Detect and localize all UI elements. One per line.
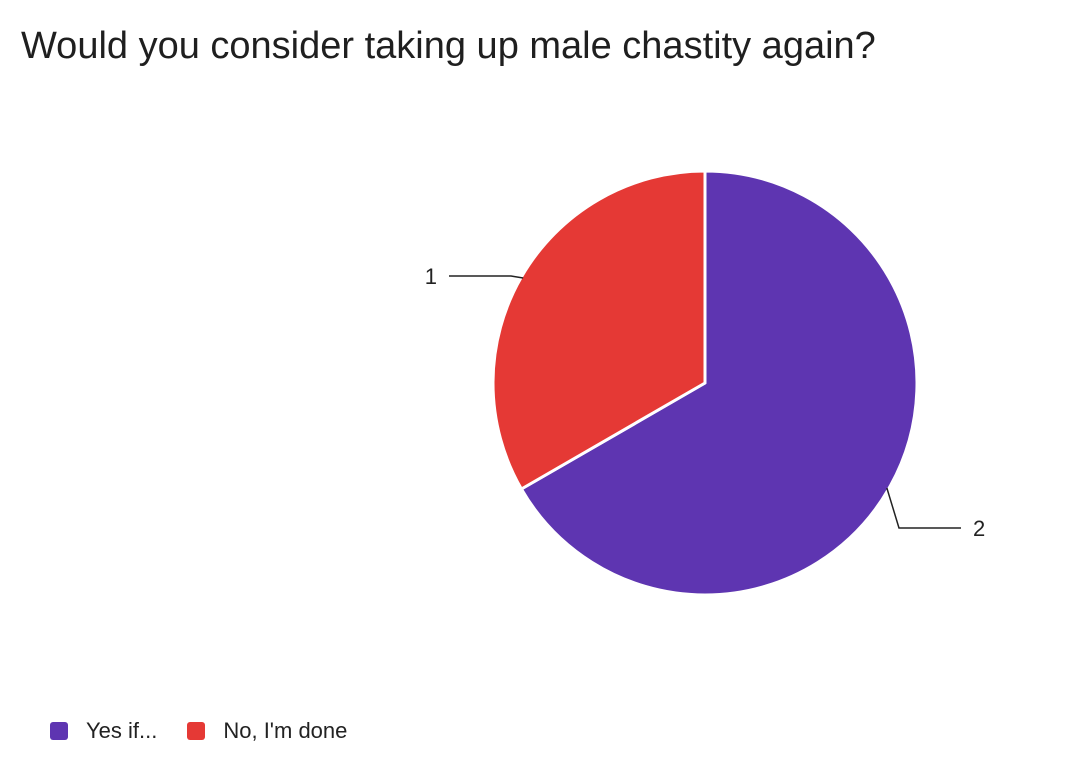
pie-slice-yes[interactable] [519, 169, 919, 597]
pie-chart: 21 [425, 169, 985, 597]
leader-line-yes [886, 487, 961, 529]
data-label-yes: 2 [973, 516, 985, 541]
chart-legend: Yes if... No, I'm done [50, 718, 377, 744]
chart-title: Would you consider taking up male chasti… [21, 25, 876, 67]
legend-item-yes[interactable]: Yes if... [50, 718, 157, 744]
leader-line-no [449, 275, 524, 279]
legend-label-no: No, I'm done [223, 718, 348, 743]
legend-label-yes: Yes if... [86, 718, 158, 743]
legend-swatch-yes [50, 722, 68, 740]
legend-swatch-no [187, 722, 206, 740]
legend-item-no[interactable]: No, I'm done [187, 718, 347, 744]
data-label-no: 1 [425, 264, 437, 289]
